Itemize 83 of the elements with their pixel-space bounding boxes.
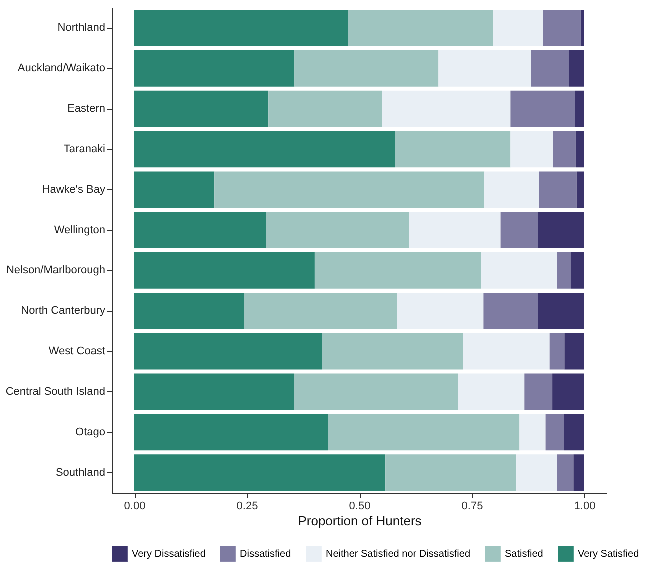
bar (576, 90, 584, 128)
bar (328, 414, 520, 451)
bar (409, 212, 501, 248)
bar (134, 252, 315, 289)
bar (494, 10, 544, 46)
y-tick-label: Nelson/Marlborough (6, 264, 106, 277)
y-tick-label: Central South Island (6, 386, 106, 398)
bar (564, 333, 584, 370)
bar (510, 131, 553, 168)
bar (538, 292, 584, 330)
bar (516, 454, 558, 491)
bar (397, 292, 484, 330)
bar (395, 131, 511, 168)
y-tick-label: Auckland/Waikato (18, 62, 106, 75)
bar (134, 454, 386, 491)
bar (134, 414, 328, 451)
bar (484, 172, 540, 208)
bar (386, 454, 517, 491)
bar (134, 333, 322, 370)
bar (500, 212, 538, 248)
bar (266, 212, 410, 248)
bar (294, 50, 439, 87)
bar (520, 414, 546, 451)
bar (458, 374, 525, 410)
bar (438, 50, 532, 87)
bar (134, 50, 295, 87)
bar (134, 131, 396, 168)
bar (134, 212, 266, 248)
y-tick-label: North Canterbury (21, 305, 106, 318)
x-tick-label: 0.50 (349, 500, 371, 512)
y-tick-label: Wellington (54, 224, 106, 236)
bar (382, 90, 511, 128)
bar (574, 454, 584, 491)
x-tick-label: 0.00 (124, 500, 146, 512)
bar (557, 454, 574, 491)
bar (576, 172, 584, 208)
bar (510, 90, 576, 128)
bar (539, 172, 577, 208)
bar (463, 333, 550, 370)
bar (550, 333, 565, 370)
y-tick-label: Southland (56, 466, 106, 479)
y-tick-label: Eastern (68, 103, 106, 116)
bar (244, 292, 398, 330)
bar (546, 414, 564, 451)
bar (524, 374, 553, 410)
y-tick-label: West Coast (48, 346, 106, 358)
legend-label: Dissatisfied (240, 549, 292, 560)
bar (564, 414, 584, 451)
bar (571, 252, 584, 289)
bar (484, 292, 538, 330)
bar (348, 10, 494, 46)
y-tick-label: Otago (76, 426, 106, 438)
bar (214, 172, 485, 208)
bar (558, 252, 572, 289)
bar (134, 10, 348, 46)
bar (134, 90, 269, 128)
legend-label: Very Dissatisfied (132, 549, 206, 560)
bar (134, 374, 294, 410)
bar (576, 131, 584, 168)
legend-label: Neither Satisfied nor Dissatisfied (326, 549, 471, 560)
x-tick-label: 1.00 (574, 500, 596, 512)
bar (543, 10, 581, 46)
legend-label: Satisfied (505, 549, 544, 560)
x-tick-label: 0.25 (236, 500, 258, 512)
bar (322, 333, 464, 370)
y-tick-label: Hawke's Bay (42, 184, 106, 196)
bar (134, 172, 215, 208)
bar (553, 131, 576, 168)
legend-label: Very Satisfied (578, 549, 640, 560)
bar (552, 374, 584, 410)
bar (580, 10, 584, 46)
bar (294, 374, 458, 410)
y-tick-label: Northland (58, 22, 106, 34)
bar (481, 252, 558, 289)
bar (569, 50, 584, 87)
bar (134, 292, 244, 330)
x-axis-title: Proportion of Hunters (298, 514, 422, 528)
x-tick-label: 0.75 (462, 500, 484, 512)
bar (314, 252, 481, 289)
bar (538, 212, 584, 248)
y-tick-label: Taranaki (64, 143, 106, 156)
bar (268, 90, 382, 128)
bar (531, 50, 570, 87)
